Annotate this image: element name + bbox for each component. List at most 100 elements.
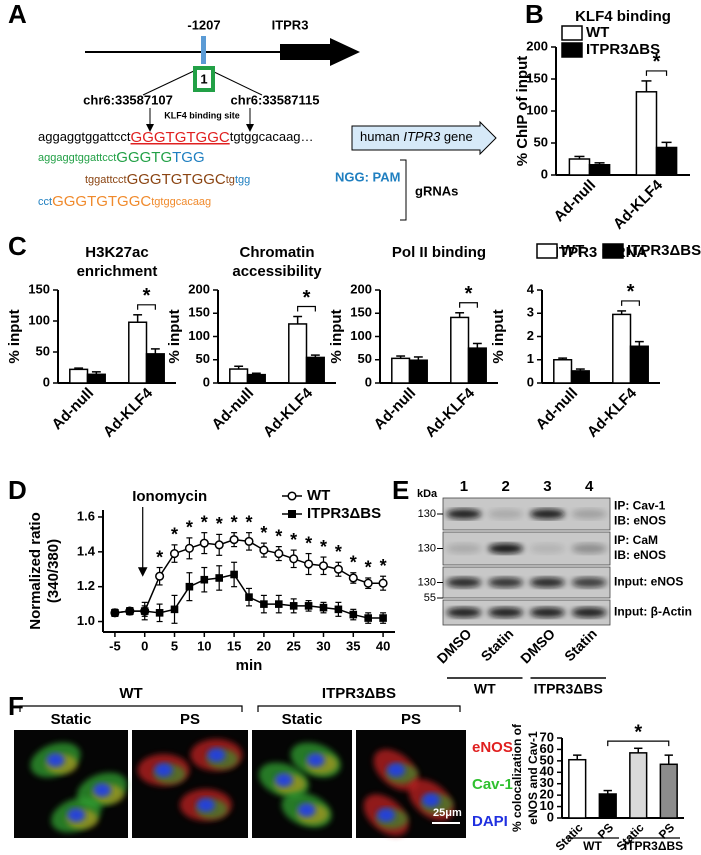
significance-star: * <box>171 525 178 545</box>
bar <box>659 763 678 819</box>
blot-label: IB: eNOS <box>614 514 666 528</box>
marker <box>229 535 239 545</box>
chart-title: accessibility <box>232 263 322 280</box>
group-label: WT <box>119 685 142 702</box>
western-blot: kDa <box>417 488 438 500</box>
y-tick-label: 50 <box>196 351 210 366</box>
legend-label-swatch <box>561 42 583 58</box>
chart-title: Pol II binding <box>392 244 486 261</box>
nucleus <box>377 808 395 822</box>
significance-star: * <box>627 281 635 303</box>
y-tick-label: 100 <box>350 328 372 343</box>
marker-label: 130 <box>418 542 436 554</box>
grna-part: aggaggtggattcct <box>38 152 116 164</box>
y-axis-label: % input <box>328 309 345 363</box>
y-tick-label: 1.0 <box>77 613 95 628</box>
x-tick-label: 15 <box>227 638 241 653</box>
group-bracket <box>257 705 461 712</box>
x-tick-label: Ad-null <box>533 385 582 434</box>
y-tick-label: 50 <box>540 752 554 767</box>
y-tick-label: 0 <box>541 166 548 181</box>
marker-label: 130 <box>418 576 436 588</box>
y-tick-label: 150 <box>526 70 548 85</box>
gene-box <box>351 120 497 156</box>
panel-label: E <box>392 475 409 505</box>
grna-part: GGGTGTGGC <box>52 193 151 210</box>
lane-label: 4 <box>585 478 594 495</box>
band <box>529 509 565 519</box>
nucleus <box>196 798 215 812</box>
marker <box>245 593 253 601</box>
gene-box-part: human <box>360 129 403 144</box>
band <box>446 577 482 588</box>
significance-star: * <box>350 552 357 572</box>
grna-part: tggattcct <box>85 174 127 186</box>
x-tick-label: 30 <box>316 638 330 653</box>
grna: cctGGGTGTGGCtgtggcacaag <box>38 193 211 210</box>
y-axis-label: % input <box>490 309 507 363</box>
stain-label: eNOS <box>472 739 513 756</box>
site-mark <box>201 36 206 64</box>
grna-part: TGG <box>172 149 205 166</box>
marker <box>364 614 372 622</box>
condition-label: PS <box>401 711 421 728</box>
significance-star: * <box>186 518 193 538</box>
treatment-label: Statin <box>561 625 600 664</box>
x-tick-label: Ad-null <box>209 385 258 434</box>
bar <box>570 370 590 384</box>
significance-star: * <box>143 285 151 307</box>
scale-label: 25μm <box>433 807 462 819</box>
grna-part: tg <box>226 174 235 186</box>
x-tick-label: Ad-KLF4 <box>584 384 641 441</box>
band <box>529 577 565 588</box>
y-tick-label: 2 <box>527 328 534 343</box>
nucleus <box>306 753 325 767</box>
significance-star: * <box>216 514 223 534</box>
legend-marker <box>288 510 296 518</box>
y-tick-label: 4 <box>527 281 535 296</box>
legend-label: ITPR3ΔBS <box>627 242 701 259</box>
significance-star: * <box>275 526 282 546</box>
gene-diagram: -1207 ITPR3 1 chr6:33587107 chr6:3358711… <box>38 17 497 221</box>
bar <box>612 313 632 384</box>
y-tick-label: 10 <box>540 798 554 813</box>
marker-label: 130 <box>418 508 436 520</box>
marker <box>334 605 343 614</box>
significance-star: * <box>365 558 372 578</box>
y-tick-label: 50 <box>358 351 372 366</box>
grna-part: tgtggcacaag <box>151 196 211 208</box>
chart-title: ITPR3 mRNA <box>555 244 648 261</box>
marker <box>169 549 180 559</box>
y-tick-label: 0 <box>43 374 50 389</box>
marker <box>259 545 269 555</box>
marker <box>200 575 209 584</box>
bar <box>229 368 249 384</box>
stimulus-label: Ionomycin <box>132 488 207 505</box>
marker <box>184 543 194 553</box>
band <box>529 543 565 554</box>
nucleus <box>67 808 86 822</box>
panel-label: F <box>8 691 24 721</box>
y-tick-label: 1 <box>527 351 534 366</box>
x-tick-label: 5 <box>171 638 178 653</box>
exon-box <box>193 66 215 92</box>
stain-label: Cav-1 <box>472 776 513 793</box>
bar <box>467 347 487 384</box>
marker <box>289 554 299 564</box>
significance-star: * <box>634 721 642 743</box>
significance-bracket <box>137 304 156 310</box>
band <box>571 509 607 519</box>
legend-label-swatch <box>536 243 558 259</box>
group-label: ITPR3ΔBS <box>624 839 683 853</box>
nucleus <box>422 793 440 807</box>
coord-label: chr6:33587115 <box>231 92 320 107</box>
y-tick-label: 150 <box>350 305 372 320</box>
y-tick-label: 50 <box>534 134 548 149</box>
x-tick-label: 25 <box>286 638 300 653</box>
legend-label-swatch <box>561 25 583 41</box>
position-label: -1207 <box>187 17 220 32</box>
blot-label: IP: CaM <box>614 533 658 547</box>
grna: tggattcctGGGTGTGGCtgtgg <box>85 171 250 188</box>
legend-label: ITPR3ΔBS <box>307 505 381 522</box>
band <box>488 543 524 554</box>
